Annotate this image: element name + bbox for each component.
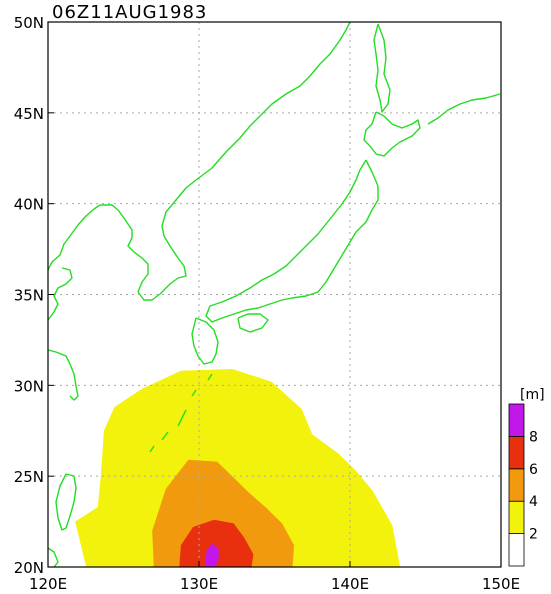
coastline-china-south (48, 349, 79, 401)
colorbar-swatch (508, 533, 525, 567)
map-title: 06Z11AUG1983 (52, 2, 207, 23)
coastlines (48, 22, 501, 567)
y-tick-label: 30N (14, 377, 44, 395)
x-tick-label: 140E (331, 575, 369, 593)
coastline-honshu (205, 159, 379, 323)
coastline-ryukyu (149, 373, 213, 453)
colorbar-label: 6 (529, 462, 538, 478)
y-tick-label: 35N (14, 287, 44, 305)
colorbar-swatch (508, 500, 525, 535)
y-tick-label: 20N (14, 559, 44, 577)
coastline-kyushu (191, 317, 219, 365)
colorbar-swatch (508, 468, 525, 502)
wave-field-level-6 (179, 519, 254, 567)
coastline-shikoku (237, 313, 269, 333)
y-tick-label: 45N (14, 105, 44, 123)
colorbar-label: 2 (529, 527, 538, 543)
coastline-sakhalin (373, 23, 391, 113)
coastline-hokkaido (363, 111, 421, 157)
y-tick-label: 25N (14, 468, 44, 486)
colorbar-label: 4 (529, 494, 538, 510)
y-tick-label: 50N (14, 14, 44, 32)
coastline-kuril (427, 93, 501, 125)
colorbar-unit: [m] (520, 387, 545, 403)
colorbar-swatch (508, 435, 525, 470)
coastline-mainland (48, 22, 351, 301)
y-tick-label: 40N (14, 196, 44, 214)
wave-field-level-8 (205, 543, 219, 567)
coastline-luzon (48, 547, 59, 567)
y-axis-ticks: 20N 25N 30N 35N 40N 45N 50N (14, 14, 54, 577)
wave-field-level-2 (75, 369, 400, 567)
wave-height-fields (75, 369, 400, 567)
lat-lon-grid (48, 22, 501, 567)
coastline-taiwan (55, 473, 77, 531)
x-tick-label: 120E (29, 575, 67, 593)
colorbar: [m] 2 4 6 8 (508, 387, 545, 567)
coastline-yellow-sea (48, 267, 73, 321)
colorbar-label: 8 (529, 429, 538, 445)
colorbar-swatch (508, 403, 525, 437)
x-tick-label: 130E (180, 575, 218, 593)
plot-area: 120E 130E 140E 150E 20N 25N 30N 35N 40N 45N 50N (14, 14, 520, 593)
x-tick-label: 150E (482, 575, 520, 593)
x-axis-ticks: 120E 130E 140E 150E (29, 561, 520, 593)
